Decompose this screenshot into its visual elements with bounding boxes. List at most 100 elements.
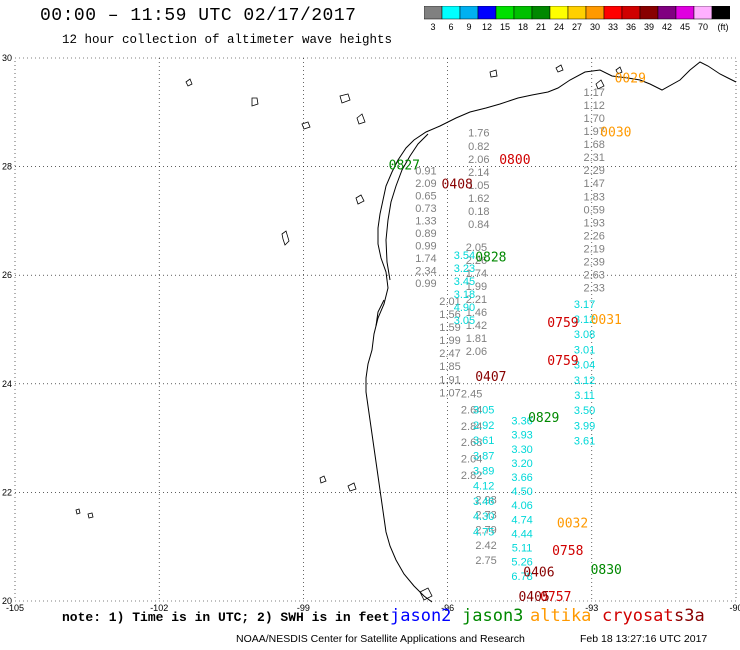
wave-height-value: 1.42 [466, 320, 487, 332]
wave-height-value: 0.99 [415, 278, 436, 290]
footer-credit: NOAA/NESDIS Center for Satellite Applica… [236, 633, 525, 645]
wave-height-value: 5.11 [512, 543, 533, 555]
wave-height-value: 4.12 [473, 481, 494, 493]
pass-time-label: 0757 [540, 590, 571, 605]
wave-height-value: 0.84 [468, 219, 489, 231]
latitude-tick-label: 30 [2, 53, 12, 63]
legend-label: 9 [466, 22, 471, 32]
wave-height-value: 2.64 [461, 405, 482, 417]
wave-height-value: 0.89 [415, 228, 436, 240]
wave-height-values: 1.171.121.701.971.682.312.291.471.830.59… [415, 87, 605, 583]
wave-height-value: 2.04 [461, 454, 482, 466]
pass-time-label: 0829 [528, 411, 559, 426]
note-row: note: 1) Time is in UTC; 2) SWH is in fe… [0, 606, 740, 630]
barrier-island [385, 133, 429, 281]
wave-height-value: 2.45 [461, 388, 482, 400]
wave-height-value: 2.75 [475, 555, 496, 567]
wave-height-value: 3.50 [574, 405, 595, 417]
wave-height-value: 3.36 [511, 416, 532, 428]
legend-swatch [711, 6, 730, 20]
inland-lakes [75, 64, 623, 601]
wave-height-value: 0.73 [415, 203, 436, 215]
wave-height-value: 0.18 [468, 206, 489, 218]
legend-label: 21 [536, 22, 546, 32]
coastline [75, 61, 737, 603]
wave-height-value: 2.06 [468, 154, 489, 166]
note-text: note: 1) Time is in UTC; 2) SWH is in fe… [62, 610, 390, 625]
wave-height-value: 6.78 [511, 571, 532, 583]
pass-time-label: 0800 [499, 153, 530, 168]
wave-height-value: 1.62 [468, 193, 489, 205]
wave-height-value: 1.81 [466, 333, 487, 345]
footer-timestamp: Feb 18 13:27:16 UTC 2017 [580, 633, 708, 645]
pass-time-label: 0030 [600, 126, 631, 141]
latitude-tick-label: 24 [2, 379, 12, 389]
wave-height-value: 3.45 [454, 276, 475, 288]
pass-time-label: 0031 [591, 313, 622, 328]
pass-time-label: 0406 [523, 566, 554, 581]
legend-label: 15 [500, 22, 510, 32]
wave-height-value: 2.98 [475, 494, 496, 506]
wave-height-value: 2.34 [415, 266, 436, 278]
wave-height-value: 3.93 [511, 430, 532, 442]
wave-height-value: 3.20 [511, 458, 532, 470]
wave-height-value: 2.26 [583, 230, 604, 242]
latitude-tick-label: 20 [2, 596, 12, 606]
pass-time-label: 0828 [475, 251, 506, 266]
wave-height-value: 3.05 [454, 315, 475, 327]
wave-height-value: 1.99 [439, 335, 460, 347]
wave-height-value: 2.47 [439, 348, 460, 360]
wave-height-value: 5.26 [511, 557, 532, 569]
texas-mexico-coastline [365, 61, 737, 603]
longitude-tick-label: -93 [585, 603, 598, 613]
pass-time-label: 0830 [591, 563, 622, 578]
pass-time-label: 0759 [547, 354, 578, 369]
legend-label: 45 [680, 22, 690, 32]
wave-height-value: 1.17 [583, 87, 604, 99]
pass-time-label: 0408 [442, 177, 473, 192]
pass-time-label: 0032 [557, 517, 588, 532]
wave-height-value: 3.61 [574, 436, 595, 448]
wave-height-value: 2.33 [583, 282, 604, 294]
wave-height-value: 1.59 [439, 322, 460, 334]
longitude-tick-label: -99 [297, 603, 310, 613]
wave-height-value: 4.30 [473, 511, 494, 523]
wave-height-value: 3.12 [574, 314, 595, 326]
wave-height-value: 2.84 [461, 421, 482, 433]
wave-height-value: 3.66 [511, 472, 532, 484]
legend-label: 24 [554, 22, 564, 32]
wave-height-value: 1.68 [583, 139, 604, 151]
wave-height-value: 3.61 [473, 435, 494, 447]
wave-height-value: 0.59 [583, 204, 604, 216]
wave-height-value: 2.92 [473, 420, 494, 432]
pass-time-label: 0407 [475, 370, 506, 385]
legend-label: 12 [482, 22, 492, 32]
laguna-madre-islands [375, 299, 385, 327]
legend-label: 6 [448, 22, 453, 32]
wave-height-value: 2.19 [583, 243, 604, 255]
wave-height-value: 4.44 [511, 528, 532, 540]
longitude-tick-label: -96 [441, 603, 454, 613]
wave-height-value: 0.99 [415, 241, 436, 253]
wave-height-value: 3.11 [574, 390, 595, 402]
wave-height-value: 2.31 [583, 152, 604, 164]
wave-height-value: 1.70 [583, 113, 604, 125]
latitude-tick-label: 22 [2, 487, 12, 497]
wave-height-value: 4.74 [511, 514, 532, 526]
longitude-tick-label: -90 [729, 603, 740, 613]
wave-height-value: 2.63 [583, 269, 604, 281]
latitude-tick-label: 26 [2, 270, 12, 280]
legend-label: 39 [644, 22, 654, 32]
wave-height-value: 3.04 [574, 360, 595, 372]
wave-height-value: 4.90 [454, 302, 475, 314]
wave-height-value: 1.05 [468, 180, 489, 192]
wave-height-value: 0.82 [468, 141, 489, 153]
satellite-label-jason2: jason2 [390, 606, 452, 626]
wave-height-value: 2.82 [461, 470, 482, 482]
pass-time-labels: 0029 0030 0031 0032 0800 0759 0759 0758 0757 0408… [389, 71, 646, 605]
wave-height-value: 1.85 [439, 361, 460, 373]
wave-height-value: 0.91 [415, 166, 436, 178]
legend-label: (ft) [718, 22, 729, 32]
pass-time-label: 0029 [615, 71, 646, 86]
